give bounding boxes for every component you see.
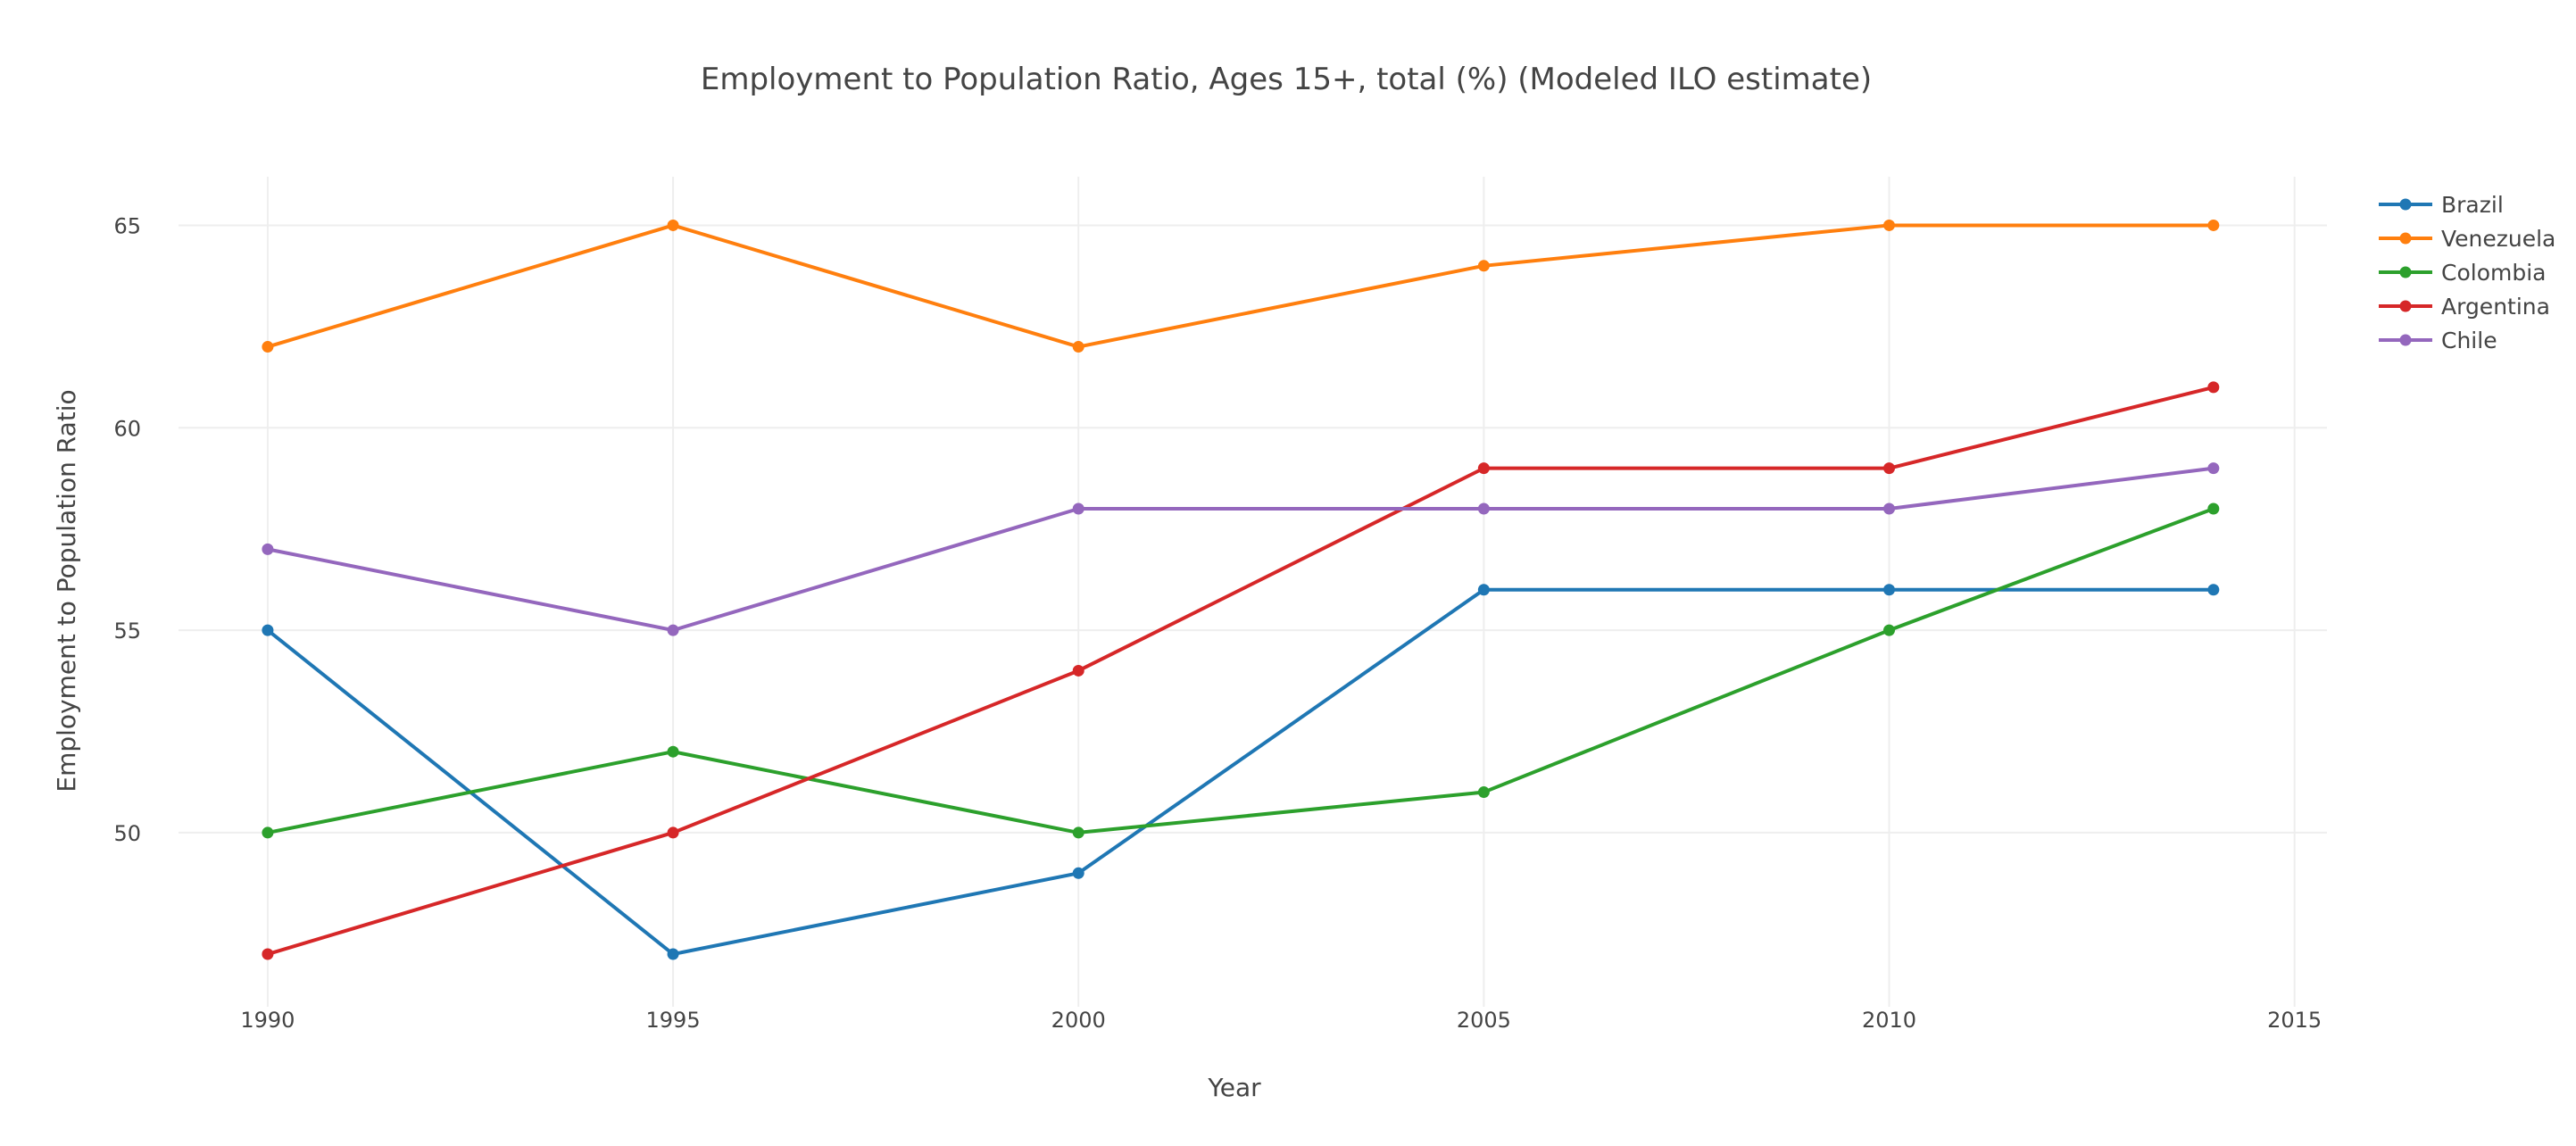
data-point[interactable]	[667, 745, 679, 758]
series-brazil[interactable]	[262, 584, 2220, 960]
series-chile[interactable]	[262, 462, 2220, 636]
legend-marker-swatch	[2399, 300, 2412, 312]
y-axis-title: Employment to Population Ratio	[52, 389, 81, 792]
data-point[interactable]	[2207, 219, 2220, 231]
data-point[interactable]	[667, 948, 679, 960]
legend-marker-swatch	[2399, 232, 2412, 245]
data-point[interactable]	[262, 341, 274, 353]
data-point[interactable]	[2207, 381, 2220, 394]
x-tick-label: 2010	[1862, 1008, 1916, 1033]
legend-label: Chile	[2441, 328, 2497, 353]
grid	[179, 177, 2327, 1007]
data-point[interactable]	[1477, 462, 1490, 475]
x-tick-label: 1995	[646, 1008, 701, 1033]
series-venezuela[interactable]	[262, 219, 2220, 353]
legend-label: Venezuela	[2441, 226, 2555, 252]
x-tick-label: 2005	[1457, 1008, 1511, 1033]
data-point[interactable]	[262, 543, 274, 555]
data-point[interactable]	[262, 624, 274, 636]
y-tick-label: 50	[113, 821, 141, 846]
data-point[interactable]	[1072, 867, 1084, 879]
legend-item-venezuela[interactable]: Venezuela	[2379, 226, 2555, 252]
x-tick-label: 1990	[240, 1008, 295, 1033]
legend-label: Colombia	[2441, 260, 2546, 286]
legend-label: Argentina	[2441, 294, 2550, 320]
legend-item-brazil[interactable]: Brazil	[2379, 192, 2504, 218]
series-layer	[262, 219, 2220, 960]
data-point[interactable]	[1883, 502, 1896, 515]
data-point[interactable]	[1883, 584, 1896, 596]
legend-marker-swatch	[2399, 198, 2412, 211]
data-point[interactable]	[1072, 664, 1084, 677]
legend-marker-swatch	[2399, 334, 2412, 346]
y-tick-label: 55	[113, 619, 141, 644]
data-point[interactable]	[667, 219, 679, 231]
legend-item-argentina[interactable]: Argentina	[2379, 294, 2550, 320]
data-point[interactable]	[1477, 584, 1490, 596]
data-point[interactable]	[1072, 826, 1084, 839]
series-argentina[interactable]	[262, 381, 2220, 960]
data-point[interactable]	[262, 826, 274, 839]
series-colombia[interactable]	[262, 502, 2220, 839]
data-point[interactable]	[1883, 624, 1896, 636]
y-tick-label: 65	[113, 213, 141, 238]
legend-item-colombia[interactable]: Colombia	[2379, 260, 2546, 286]
data-point[interactable]	[1477, 502, 1490, 515]
data-point[interactable]	[1477, 786, 1490, 799]
x-tick-label: 2015	[2267, 1008, 2322, 1033]
legend-label: Brazil	[2441, 192, 2504, 218]
y-tick-label: 60	[113, 416, 141, 441]
tick-labels: 1990 1995 2000 2005 2010 2015 50 55 60 65	[113, 213, 2322, 1033]
data-point[interactable]	[1477, 260, 1490, 272]
x-axis-title: Year	[1207, 1073, 1261, 1102]
series-line-chile[interactable]	[267, 466, 2215, 633]
legend-marker-swatch	[2399, 266, 2412, 278]
data-point[interactable]	[262, 948, 274, 960]
data-point[interactable]	[1072, 341, 1084, 353]
data-point[interactable]	[2207, 462, 2220, 475]
data-point[interactable]	[2207, 502, 2220, 515]
legend[interactable]: Brazil Venezuela Colombia Argentina Chile	[2379, 192, 2555, 353]
series-line-brazil[interactable]	[266, 587, 2214, 957]
series-line-argentina[interactable]	[267, 385, 2215, 956]
data-point[interactable]	[1883, 219, 1896, 231]
data-point[interactable]	[1883, 462, 1896, 475]
chart-title: Employment to Population Ratio, Ages 15+…	[701, 62, 1872, 97]
series-line-colombia[interactable]	[267, 507, 2215, 835]
data-point[interactable]	[667, 826, 679, 839]
x-tick-label: 2000	[1051, 1008, 1106, 1033]
data-point[interactable]	[2207, 584, 2220, 596]
data-point[interactable]	[667, 624, 679, 636]
data-point[interactable]	[1072, 502, 1084, 515]
legend-item-chile[interactable]: Chile	[2379, 328, 2497, 353]
series-line-venezuela[interactable]	[267, 223, 2214, 349]
